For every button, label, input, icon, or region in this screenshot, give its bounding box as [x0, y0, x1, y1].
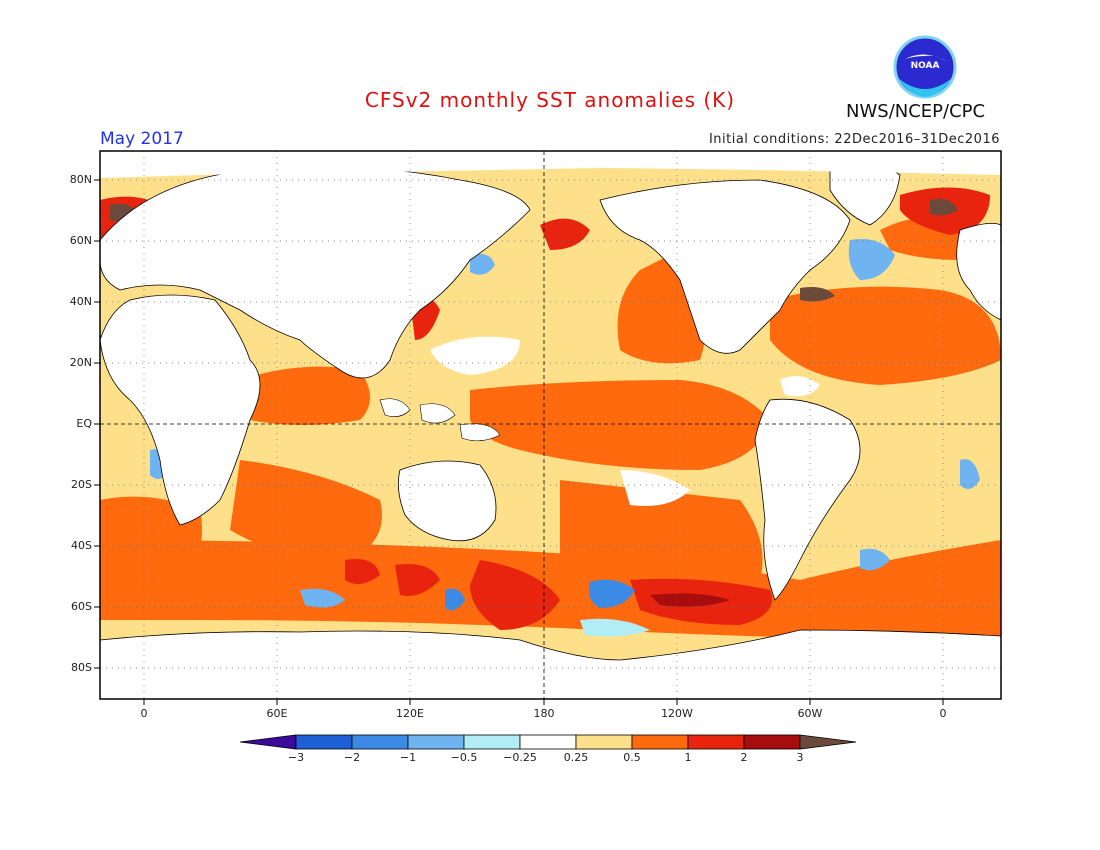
- colorbar-segment: [295, 734, 353, 750]
- colorbar-segment: [575, 734, 633, 750]
- colorbar-tick-label: −3: [287, 751, 305, 764]
- colorbar-tick-label: 2: [740, 751, 748, 764]
- lon-label: 60E: [266, 707, 288, 720]
- noaa-logo: NOAA: [893, 35, 957, 99]
- lat-label: 20N: [69, 356, 92, 369]
- colorbar-tick-label: −0.5: [450, 751, 478, 764]
- colorbar-tick-label: −2: [343, 751, 361, 764]
- colorbar-segment: [743, 734, 801, 750]
- equator-dateline: [100, 151, 1001, 699]
- lat-label: 20S: [71, 478, 92, 491]
- forecast-month: May 2017: [100, 129, 184, 149]
- lon-label: 0: [939, 707, 947, 720]
- initial-conditions: Initial conditions: 22Dec2016–31Dec2016: [708, 132, 1000, 147]
- lon-label: 0: [140, 707, 148, 720]
- colorbar: [239, 734, 857, 750]
- axis-ticks: [94, 179, 944, 705]
- map-frame: [99, 150, 1002, 700]
- colorbar-tick-label: 1: [684, 751, 692, 764]
- colorbar-segment: [351, 734, 409, 750]
- colorbar-tick-label: 0.25: [563, 751, 589, 764]
- colorbar-segment: [519, 734, 577, 750]
- colorbar-segment: [687, 734, 745, 750]
- colorbar-tick-label: −0.25: [503, 751, 537, 764]
- lon-label: 180: [533, 707, 555, 720]
- colorbar-segment: [407, 734, 465, 750]
- lat-label: 40N: [69, 295, 92, 308]
- lon-label: 60W: [797, 707, 823, 720]
- map-title: CFSv2 monthly SST anomalies (K): [364, 88, 736, 112]
- lat-label: 60S: [71, 600, 92, 613]
- lat-label: 80N: [69, 173, 92, 186]
- lat-label: EQ: [76, 417, 92, 430]
- lon-label: 120E: [396, 707, 424, 720]
- lat-label: 60N: [69, 234, 92, 247]
- colorbar-arrow-high: [799, 734, 857, 750]
- lat-label: 40S: [71, 539, 92, 552]
- colorbar-tick-label: 3: [796, 751, 804, 764]
- colorbar-tick-label: −1: [399, 751, 417, 764]
- colorbar-tick-label: 0.5: [623, 751, 641, 764]
- noaa-logo-text: NOAA: [911, 61, 940, 71]
- lat-label: 80S: [71, 661, 92, 674]
- colorbar-segment: [631, 734, 689, 750]
- colorbar-arrow-low: [239, 734, 297, 750]
- colorbar-segment: [463, 734, 521, 750]
- graticule: [100, 151, 1001, 699]
- lon-label: 120W: [661, 707, 693, 720]
- sst-anomaly-field: [100, 151, 1001, 699]
- organization-label: NWS/NCEP/CPC: [846, 101, 986, 122]
